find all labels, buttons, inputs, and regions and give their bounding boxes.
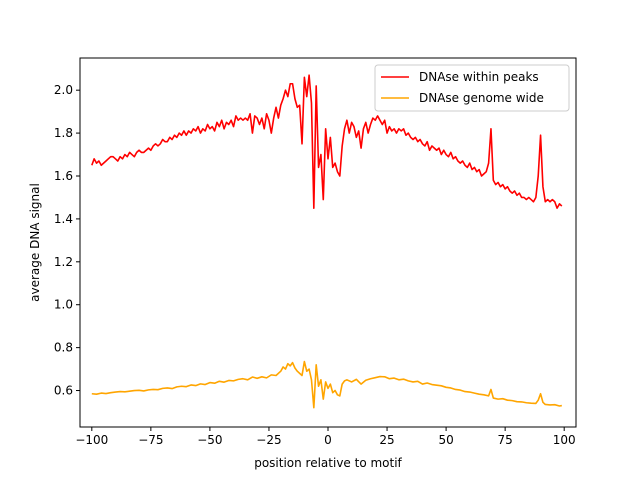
- y-axis-label: average DNA signal: [28, 183, 42, 302]
- series-layer: [91, 74, 563, 409]
- y-tick-label: 1.4: [54, 212, 73, 226]
- plot-frame: [79, 57, 577, 428]
- legend-label-1: DNAse within peaks: [419, 70, 539, 84]
- tick-layer: −100 −75 −50 −25 0 25 50 75 100 0.6 0.8 1.0 1.2 1.4 1.…: [54, 83, 576, 447]
- x-tick-label: 0: [324, 433, 332, 447]
- x-tick-label: 75: [498, 433, 513, 447]
- x-tick-label: −100: [75, 433, 108, 447]
- x-tick-label: 100: [553, 433, 576, 447]
- legend-box: [374, 64, 570, 112]
- x-tick-label: −50: [197, 433, 222, 447]
- legend-label-2: DNAse genome wide: [419, 91, 544, 105]
- x-tick-label: −25: [256, 433, 281, 447]
- y-tick-label: 2.0: [54, 83, 73, 97]
- legend: DNAse within peaks DNAse genome wide: [374, 64, 570, 112]
- series-line-2: [91, 360, 562, 409]
- x-tick-label: 25: [379, 433, 394, 447]
- x-tick-label: 50: [438, 433, 453, 447]
- y-tick-label: 1.0: [54, 298, 73, 312]
- series-line-1: [91, 74, 563, 209]
- x-axis-label: position relative to motif: [254, 456, 402, 470]
- x-tick-label: −75: [138, 433, 163, 447]
- y-tick-label: 1.2: [54, 255, 73, 269]
- y-tick-label: 1.8: [54, 126, 73, 140]
- y-tick-label: 0.8: [54, 341, 73, 355]
- y-tick-label: 0.6: [54, 384, 73, 398]
- y-tick-label: 1.6: [54, 169, 73, 183]
